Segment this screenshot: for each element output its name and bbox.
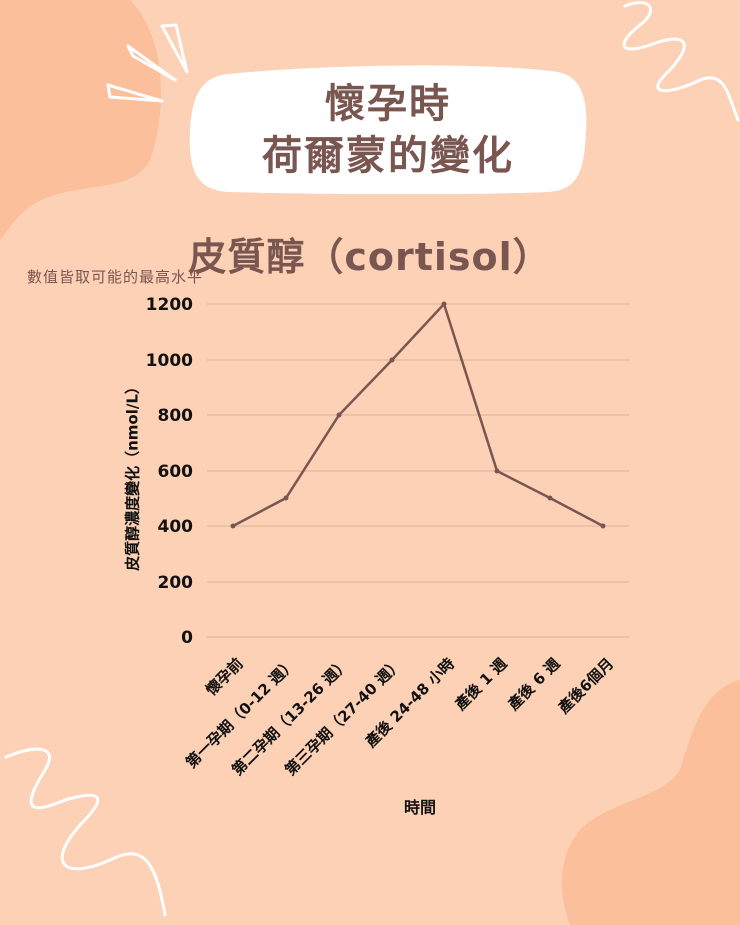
bottom-right-blob — [561, 680, 740, 925]
title-box — [189, 65, 587, 194]
data-points — [230, 301, 606, 529]
gridlines — [207, 303, 629, 638]
x-axis-label: 時間 — [403, 798, 436, 817]
y-tick-1000: 1000 — [145, 351, 193, 371]
burst-icon — [106, 23, 189, 103]
y-tick-400: 400 — [157, 517, 194, 537]
y-tick-200: 200 — [157, 573, 194, 593]
y-tick-0: 0 — [181, 628, 193, 648]
cortisol-series-line — [232, 301, 604, 528]
title-line-1: 懷孕時 — [325, 81, 451, 127]
y-tick-1200: 1200 — [145, 295, 193, 315]
y-tick-800: 800 — [157, 406, 194, 426]
y-tick-600: 600 — [157, 462, 194, 482]
squiggle-top-right — [622, 1, 740, 122]
squiggle-bottom-left — [4, 747, 167, 917]
title-line-2: 荷爾蒙的變化 — [262, 133, 514, 179]
top-left-blob — [0, 0, 162, 240]
poster-title: 懷孕時 荷爾蒙的變化 — [188, 78, 588, 182]
note-text: 數值皆取可能的最高水平 — [27, 268, 204, 286]
chart-title: 皮質醇（cortisol） — [188, 235, 552, 279]
